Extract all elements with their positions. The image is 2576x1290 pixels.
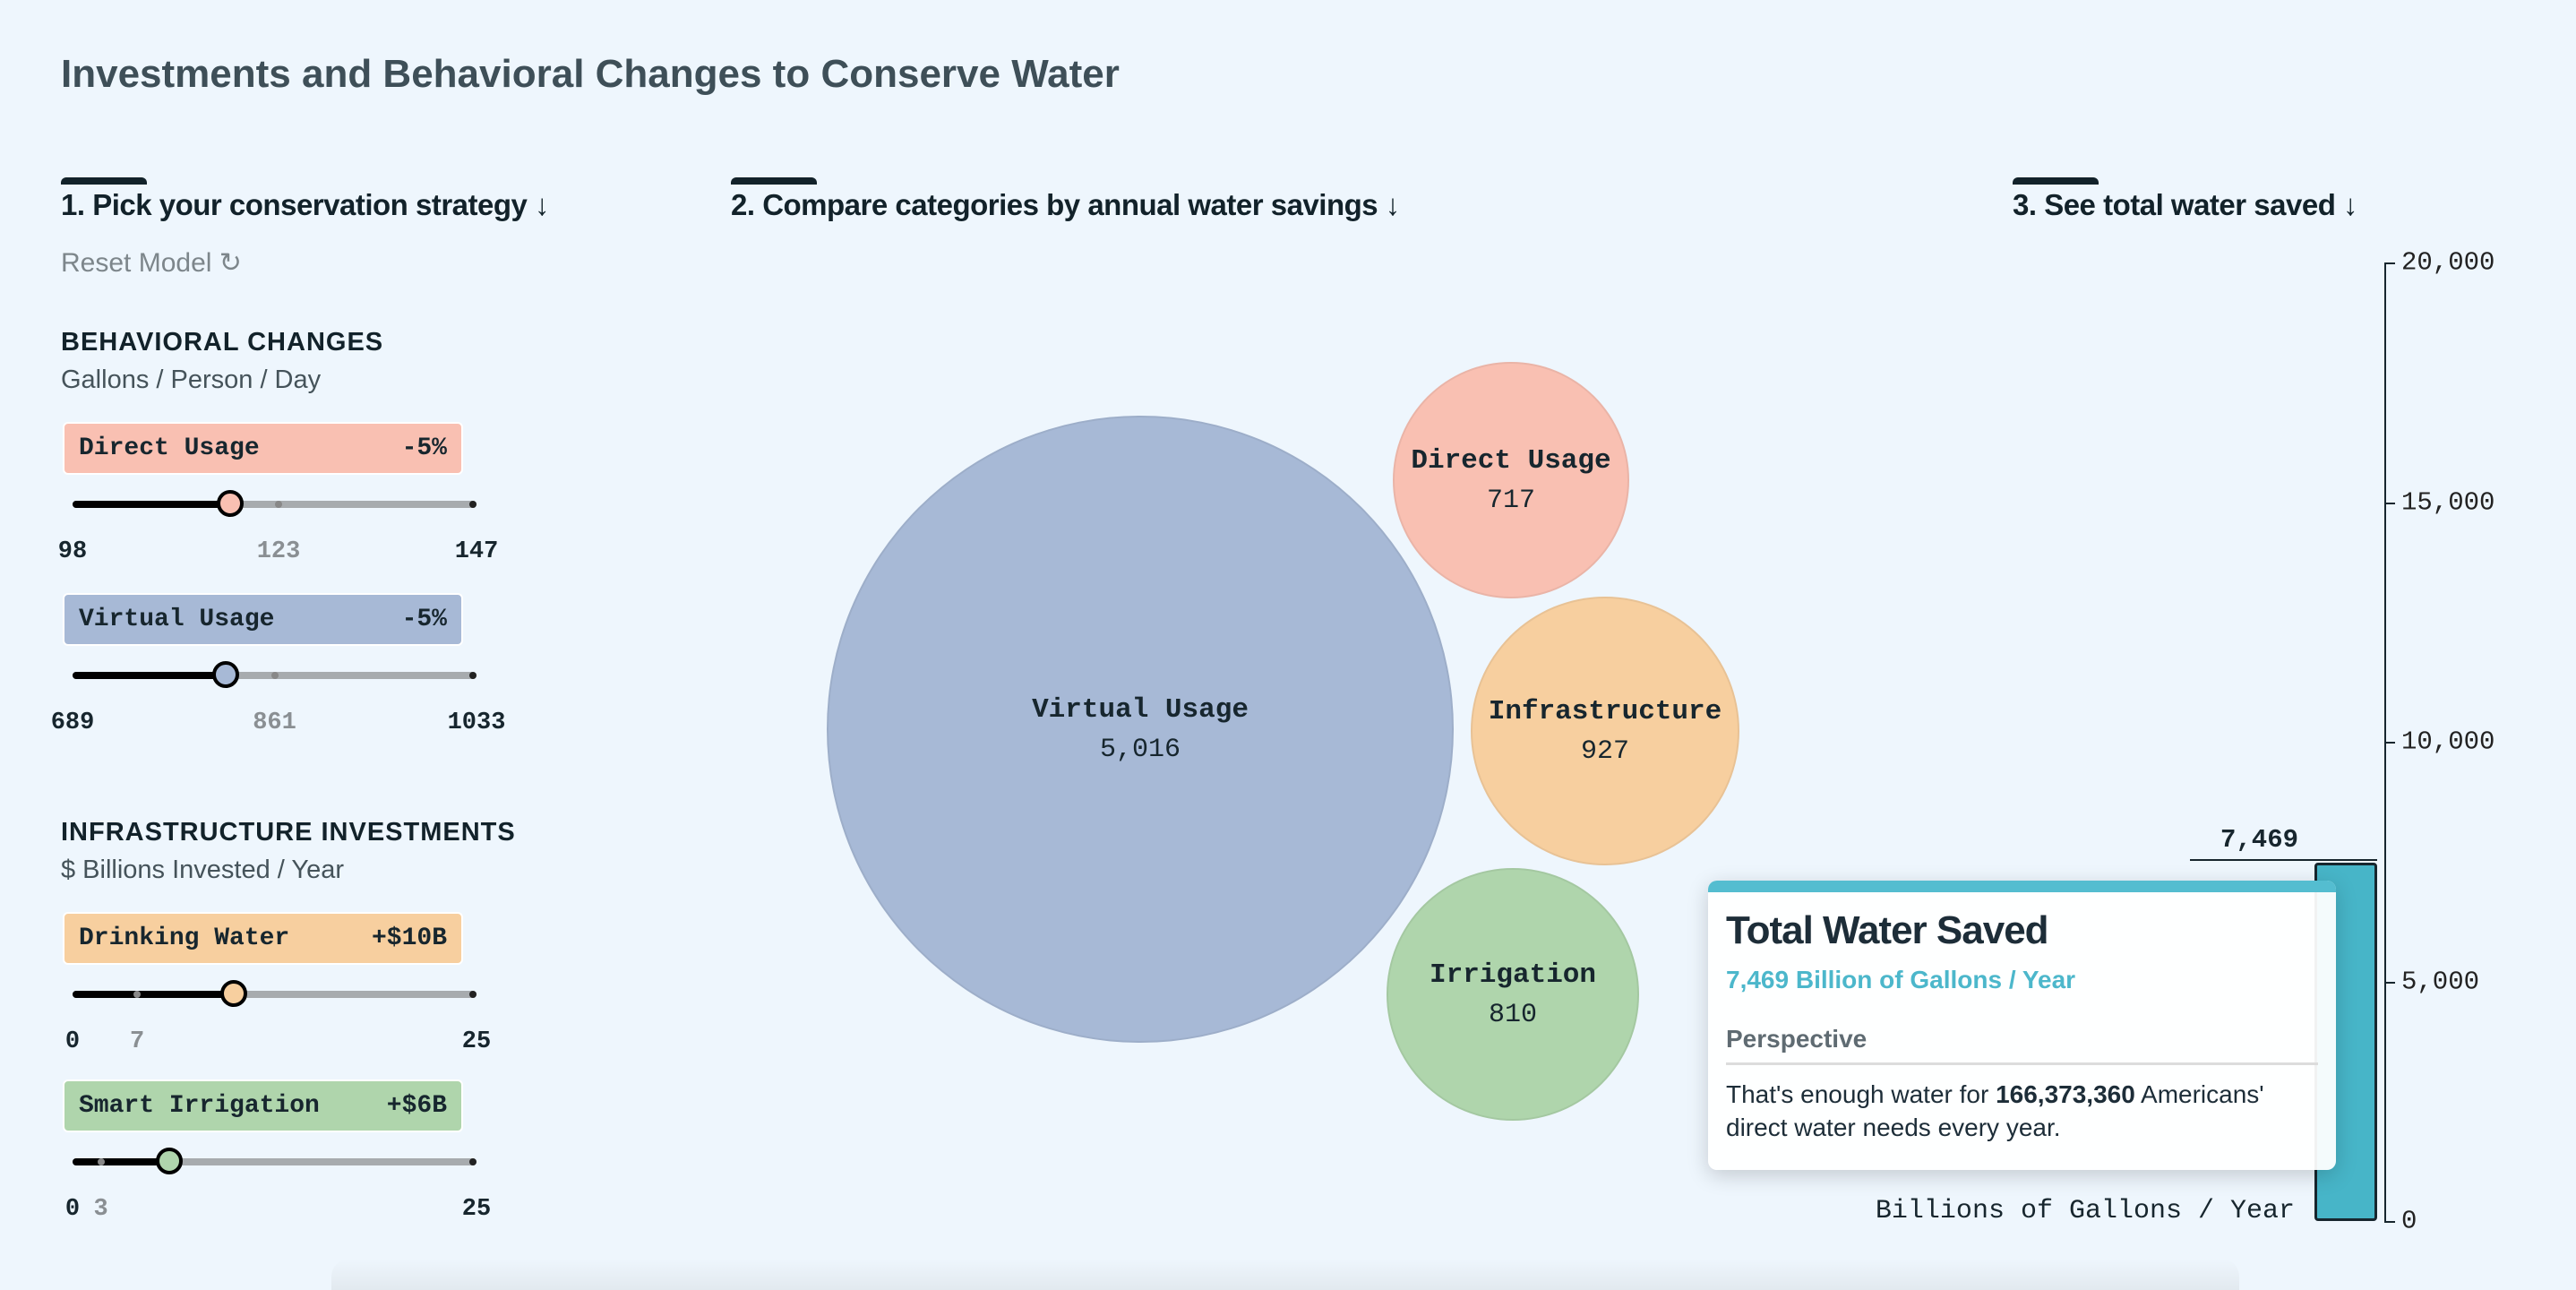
- slider-baseline: 861: [253, 710, 296, 736]
- slider-max: 25: [461, 1196, 492, 1223]
- slider-end: [469, 1158, 477, 1165]
- tick-mark: [2384, 742, 2395, 744]
- infrastructure-unit: $ Billions Invested / Year: [61, 856, 344, 884]
- slider-track[interactable]: [73, 980, 477, 1007]
- slider-end: [469, 501, 477, 508]
- slider-end: [469, 672, 477, 679]
- slider-value: +$10B: [371, 924, 447, 952]
- slider-min: 98: [57, 538, 88, 565]
- slider-track[interactable]: [73, 1148, 477, 1174]
- bar-value-line: [2190, 859, 2377, 862]
- tick-mark: [2384, 502, 2395, 504]
- slider-value: +$6B: [386, 1092, 447, 1120]
- bubble-value: 717: [1486, 485, 1535, 516]
- bubble-infrastructure[interactable]: Infrastructure 927: [1471, 597, 1739, 865]
- baseline-marker: [133, 991, 142, 998]
- step-2-heading: 2. Compare categories by annual water sa…: [731, 188, 1400, 221]
- slider-max: 25: [461, 1028, 492, 1055]
- behavioral-unit: Gallons / Person / Day: [61, 366, 322, 394]
- bubble-label: Infrastructure: [1488, 695, 1722, 727]
- step-1-heading: 1. Pick your conservation strategy ↓: [61, 188, 550, 221]
- slider-max: 1033: [447, 710, 506, 736]
- slider-baseline: 123: [256, 538, 301, 565]
- bubble-irrigation[interactable]: Irrigation 810: [1387, 868, 1639, 1121]
- tick-mark: [2384, 981, 2395, 984]
- slider-name: Drinking Water: [79, 924, 290, 952]
- baseline-marker: [275, 501, 282, 508]
- slider-name: Virtual Usage: [79, 606, 275, 633]
- slider-end: [469, 991, 477, 998]
- axis-label: Billions of Gallons / Year: [1875, 1196, 2295, 1226]
- bubble-value: 810: [1488, 999, 1537, 1030]
- slider-track[interactable]: [73, 661, 477, 688]
- slider-min: 0: [64, 1028, 81, 1055]
- tick-label: 5,000: [2401, 967, 2480, 996]
- bubble-label: Irrigation: [1429, 959, 1597, 991]
- bubble-label: Direct Usage: [1411, 444, 1611, 477]
- tick-mark: [2384, 1221, 2395, 1223]
- bubble-value: 5,016: [1099, 734, 1181, 765]
- reset-model-button[interactable]: Reset Model ↻: [61, 248, 242, 278]
- slider-label-box: Smart Irrigation +$6B: [63, 1079, 463, 1132]
- infrastructure-heading: INFRASTRUCTURE INVESTMENTS: [61, 818, 516, 847]
- bubble-label: Virtual Usage: [1032, 693, 1249, 726]
- page-title: Investments and Behavioral Changes to Co…: [61, 52, 1120, 96]
- slider-fill: [73, 672, 227, 679]
- bubble-direct-usage[interactable]: Direct Usage 717: [1393, 362, 1629, 598]
- total-tooltip: Total Water Saved 7,469 Billion of Gallo…: [1708, 881, 2336, 1170]
- tooltip-text: That's enough water for 166,373,360 Amer…: [1726, 1078, 2318, 1144]
- tooltip-text-b: Americans' direct water needs every year…: [1726, 1080, 2264, 1141]
- slider-min: 0: [64, 1196, 81, 1223]
- slider-thumb[interactable]: [220, 980, 248, 1007]
- slider-min: 689: [50, 710, 95, 736]
- slider-baseline: 7: [130, 1028, 145, 1055]
- bubble-value: 927: [1580, 735, 1629, 767]
- slider-label-box: Drinking Water +$10B: [63, 912, 463, 965]
- slider-value: -5%: [401, 434, 447, 462]
- tick-label: 20,000: [2401, 247, 2495, 278]
- slider-value: -5%: [401, 606, 447, 633]
- step-bar: [61, 177, 147, 185]
- baseline-marker: [97, 1158, 105, 1165]
- tooltip-count: 166,373,360: [1996, 1080, 2135, 1108]
- bottom-panel-edge: [331, 1259, 2239, 1290]
- tick-label: 10,000: [2401, 727, 2495, 757]
- slider-thumb[interactable]: [156, 1148, 184, 1174]
- tick-label: 15,000: [2401, 487, 2495, 517]
- tooltip-section: Perspective: [1726, 1025, 2318, 1065]
- tooltip-subtitle: 7,469 Billion of Gallons / Year: [1726, 966, 2076, 993]
- slider-fill: [73, 1158, 170, 1165]
- slider-name: Direct Usage: [79, 434, 260, 462]
- bar-value-label: 7,469: [2220, 825, 2298, 856]
- bubble-virtual-usage[interactable]: Virtual Usage 5,016: [827, 416, 1454, 1043]
- slider-thumb[interactable]: [216, 490, 244, 517]
- slider-fill: [73, 991, 235, 998]
- slider-track[interactable]: [73, 490, 477, 517]
- tooltip-accent: [1708, 881, 2336, 892]
- slider-baseline: 3: [93, 1196, 108, 1223]
- tick-mark: [2384, 262, 2395, 264]
- step-3-heading: 3. See total water saved ↓: [2013, 188, 2358, 221]
- step-bar: [731, 177, 817, 185]
- slider-thumb[interactable]: [212, 661, 240, 688]
- slider-fill: [73, 501, 230, 508]
- tooltip-text-a: That's enough water for: [1726, 1080, 1996, 1108]
- tick-label: 0: [2401, 1206, 2417, 1236]
- tooltip-title: Total Water Saved: [1726, 908, 2049, 952]
- slider-max: 147: [454, 538, 499, 565]
- behavioral-heading: BEHAVIORAL CHANGES: [61, 328, 384, 357]
- slider-label-box: Direct Usage -5%: [63, 422, 463, 475]
- step-bar: [2013, 177, 2099, 185]
- baseline-marker: [270, 672, 279, 679]
- slider-label-box: Virtual Usage -5%: [63, 593, 463, 646]
- slider-name: Smart Irrigation: [79, 1092, 320, 1120]
